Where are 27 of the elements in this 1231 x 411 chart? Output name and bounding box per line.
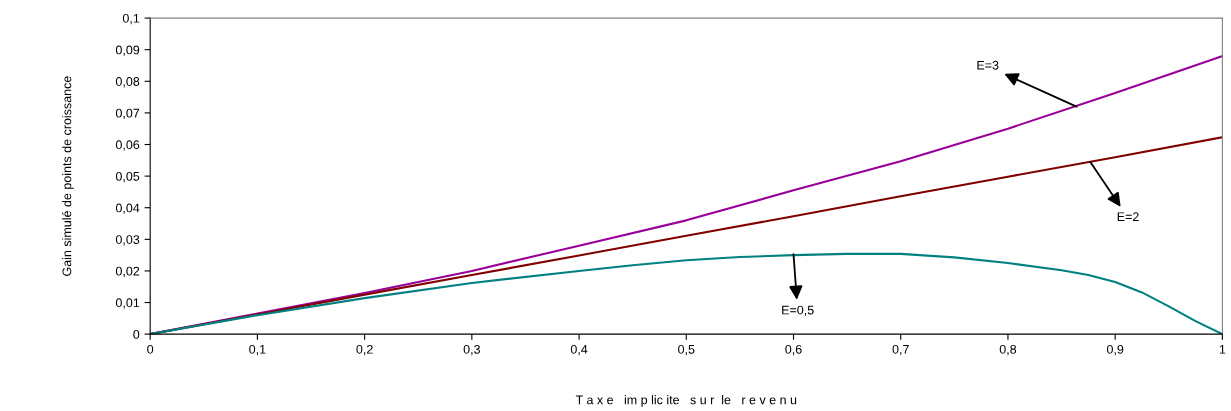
y-tick-label: 0,06 (115, 140, 140, 151)
y-tick-label: 0,07 (115, 108, 140, 120)
y-tick-label: 0,04 (115, 203, 140, 214)
annotation: E=3 (977, 60, 999, 70)
annotation: E=0,5 (782, 305, 814, 316)
y-tick-label: 0,09 (115, 45, 140, 56)
y-tick-label: 0,02 (115, 266, 140, 278)
x-tick-label: 1 (1219, 345, 1226, 354)
x-tick-label: 0,4 (570, 344, 588, 356)
x-axis-title: T a x e im p lic ite s u r le r e v e n u (575, 395, 797, 407)
y-tick-label: 0,1 (122, 13, 140, 25)
x-tick-label: 0,9 (1106, 344, 1124, 356)
y-tick-label: 0,05 (115, 171, 140, 183)
x-tick-label: 0,6 (785, 344, 802, 356)
x-tick-label: 0 (147, 344, 154, 354)
y-tick-label: 0,01 (115, 298, 140, 309)
annotation: E=2 (1117, 212, 1139, 221)
y-tick-label: 0 (133, 329, 140, 339)
x-tick-label: 0,3 (463, 344, 480, 356)
x-tick-label: 0,5 (678, 344, 695, 356)
y-tick-label: 0,03 (115, 235, 140, 246)
y-tick-label: 0,08 (115, 77, 140, 88)
x-tick-label: 0,7 (892, 344, 909, 356)
x-tick-label: 0,8 (999, 344, 1017, 356)
x-tick-label: 0,2 (356, 344, 373, 356)
y-axis-title: Gain simulé de points de croissance (61, 76, 74, 276)
x-tick-label: 0,1 (249, 344, 266, 356)
